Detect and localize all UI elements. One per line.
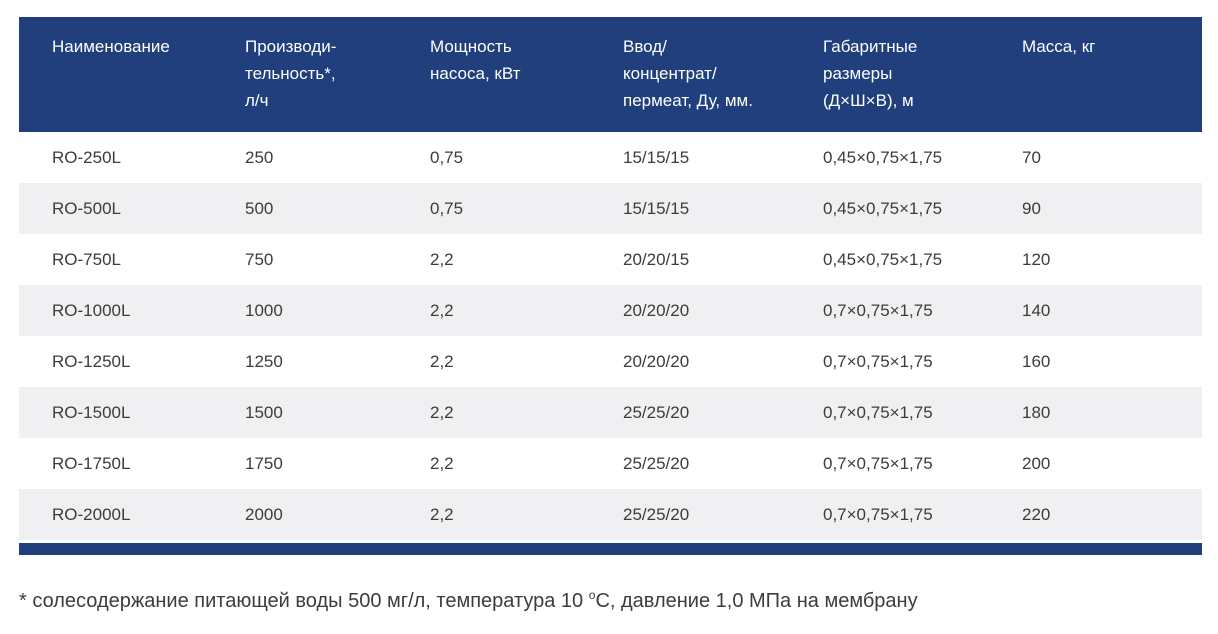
cell-name: RO-1500L xyxy=(52,402,131,422)
cell-capacity: 1250 xyxy=(245,351,283,371)
cell-capacity: 1500 xyxy=(245,402,283,422)
cell-mass: 180 xyxy=(1022,402,1051,422)
cell-mass: 160 xyxy=(1022,351,1051,371)
cell-connections: 25/25/20 xyxy=(623,402,690,422)
cell-name: RO-1000L xyxy=(52,300,131,320)
table-row: RO-2000L 2000 2,2 25/25/20 0,7×0,75×1,75… xyxy=(19,489,1202,540)
table-row: RO-1000L 1000 2,2 20/20/20 0,7×0,75×1,75… xyxy=(19,285,1202,336)
cell-mass: 220 xyxy=(1022,504,1051,524)
table-row: RO-1500L 1500 2,2 25/25/20 0,7×0,75×1,75… xyxy=(19,387,1202,438)
cell-name: RO-1750L xyxy=(52,453,131,473)
table-row: RO-250L 250 0,75 15/15/15 0,45×0,75×1,75… xyxy=(19,132,1202,183)
header-capacity: Производи- тельность*, л/ч xyxy=(245,37,337,110)
table-header: Наименование Производи- тельность*, л/ч … xyxy=(19,17,1202,132)
cell-dimensions: 0,7×0,75×1,75 xyxy=(823,402,933,422)
header-name: Наименование xyxy=(52,37,170,56)
cell-pump-power: 2,2 xyxy=(430,351,454,371)
cell-name: RO-2000L xyxy=(52,504,131,524)
cell-mass: 140 xyxy=(1022,300,1051,320)
cell-pump-power: 2,2 xyxy=(430,249,454,269)
cell-mass: 70 xyxy=(1022,147,1041,167)
header-dimensions: Габаритные размеры (Д×Ш×В), м xyxy=(823,37,918,110)
cell-name: RO-1250L xyxy=(52,351,131,371)
footnote-degree-mark: o xyxy=(588,588,596,602)
cell-connections: 15/15/15 xyxy=(623,198,690,218)
cell-name: RO-500L xyxy=(52,198,121,218)
footnote-text-after: С, давление 1,0 МПа на мембрану xyxy=(595,590,918,612)
cell-name: RO-250L xyxy=(52,147,121,167)
footnote: * солесодержание питающей воды 500 мг/л,… xyxy=(19,588,918,613)
header-mass: Масса, кг xyxy=(1022,37,1096,56)
cell-pump-power: 2,2 xyxy=(430,402,454,422)
spec-table-container: Наименование Производи- тельность*, л/ч … xyxy=(19,17,1202,555)
table-row: RO-500L 500 0,75 15/15/15 0,45×0,75×1,75… xyxy=(19,183,1202,234)
cell-dimensions: 0,7×0,75×1,75 xyxy=(823,504,933,524)
cell-dimensions: 0,45×0,75×1,75 xyxy=(823,147,943,167)
cell-capacity: 1750 xyxy=(245,453,283,473)
cell-capacity: 500 xyxy=(245,198,274,218)
header-connections: Ввод/ концентрат/ пермеат, Ду, мм. xyxy=(623,37,753,110)
cell-mass: 120 xyxy=(1022,249,1051,269)
cell-connections: 20/20/20 xyxy=(623,351,690,371)
footnote-text-before: * солесодержание питающей воды 500 мг/л,… xyxy=(19,590,589,612)
cell-pump-power: 2,2 xyxy=(430,504,454,524)
cell-capacity: 750 xyxy=(245,249,274,269)
cell-connections: 20/20/15 xyxy=(623,249,690,269)
cell-pump-power: 2,2 xyxy=(430,300,454,320)
header-pump-power: Мощность насоса, кВт xyxy=(430,37,521,83)
cell-mass: 90 xyxy=(1022,198,1041,218)
cell-dimensions: 0,45×0,75×1,75 xyxy=(823,198,943,218)
cell-connections: 15/15/15 xyxy=(623,147,690,167)
cell-name: RO-750L xyxy=(52,249,121,269)
cell-pump-power: 0,75 xyxy=(430,147,464,167)
cell-dimensions: 0,7×0,75×1,75 xyxy=(823,351,933,371)
table-row: RO-1750L 1750 2,2 25/25/20 0,7×0,75×1,75… xyxy=(19,438,1202,489)
table-body: RO-250L 250 0,75 15/15/15 0,45×0,75×1,75… xyxy=(19,132,1202,540)
cell-dimensions: 0,45×0,75×1,75 xyxy=(823,249,943,269)
cell-capacity: 250 xyxy=(245,147,274,167)
cell-capacity: 2000 xyxy=(245,504,283,524)
cell-connections: 20/20/20 xyxy=(623,300,690,320)
cell-pump-power: 0,75 xyxy=(430,198,464,218)
header-row: Наименование Производи- тельность*, л/ч … xyxy=(19,17,1202,132)
table-bottom-bar xyxy=(19,543,1202,555)
cell-dimensions: 0,7×0,75×1,75 xyxy=(823,300,933,320)
cell-connections: 25/25/20 xyxy=(623,453,690,473)
spec-table: Наименование Производи- тельность*, л/ч … xyxy=(19,17,1202,540)
cell-connections: 25/25/20 xyxy=(623,504,690,524)
cell-pump-power: 2,2 xyxy=(430,453,454,473)
cell-dimensions: 0,7×0,75×1,75 xyxy=(823,453,933,473)
cell-capacity: 1000 xyxy=(245,300,283,320)
table-row: RO-750L 750 2,2 20/20/15 0,45×0,75×1,75 … xyxy=(19,234,1202,285)
table-row: RO-1250L 1250 2,2 20/20/20 0,7×0,75×1,75… xyxy=(19,336,1202,387)
cell-mass: 200 xyxy=(1022,453,1051,473)
